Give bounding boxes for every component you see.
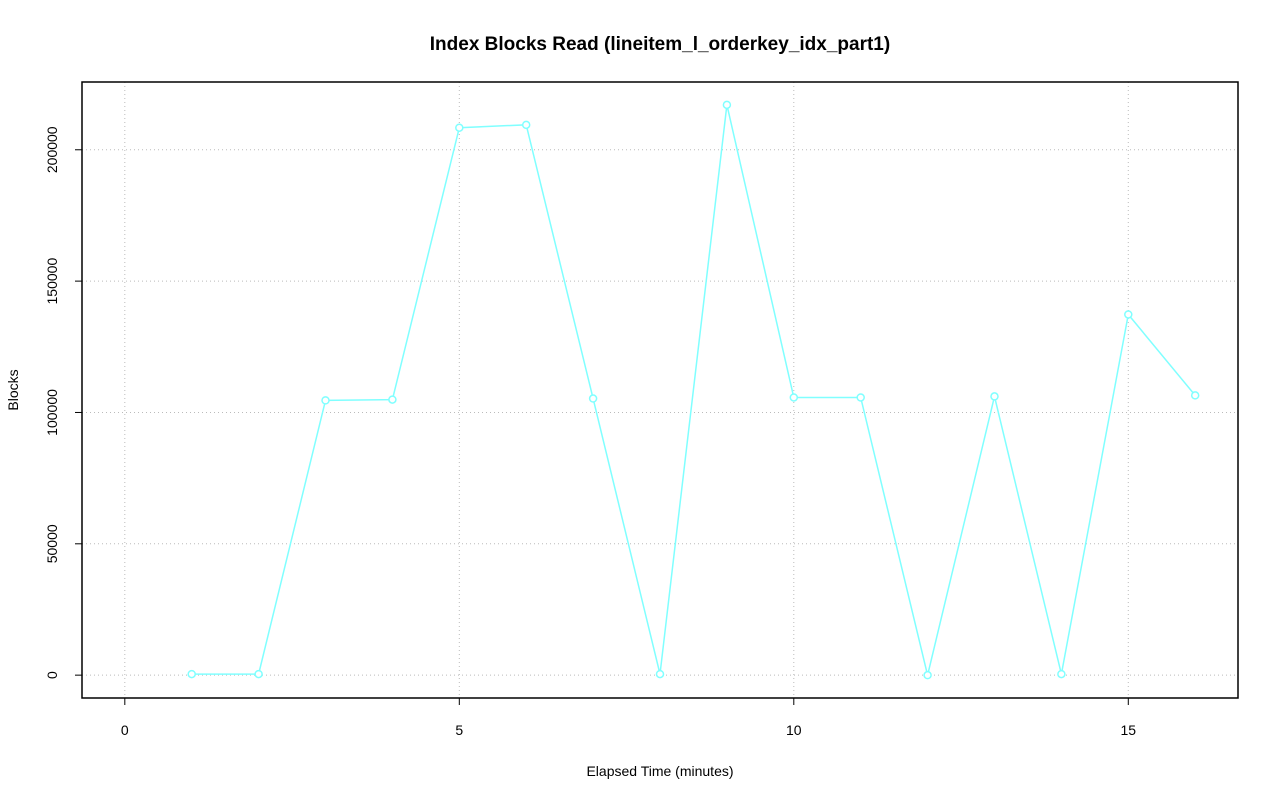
data-point [388,395,397,404]
data-point [856,393,865,402]
data-point [254,669,263,679]
x-tick-label: 0 [121,722,129,738]
data-point [655,669,665,679]
chart-title: Index Blocks Read (lineitem_l_orderkey_i… [430,34,890,55]
data-point [722,100,732,110]
data-point [990,392,999,401]
y-tick-label: 150000 [44,258,60,305]
data-point [1124,310,1133,319]
x-tick-label: 5 [455,722,463,738]
data-point [1190,391,1200,400]
y-tick-label: 50000 [44,524,60,563]
y-tick-label: 0 [44,671,60,679]
x-tick-label: 15 [1120,722,1136,738]
data-point [789,393,799,402]
data-line [191,104,1196,676]
x-tick-label: 10 [786,722,802,738]
data-point [455,123,464,132]
x-axis-label: Elapsed Time (minutes) [586,763,733,779]
data-point [521,120,531,130]
y-axis-label: Blocks [5,369,21,410]
data-point [187,669,196,679]
y-tick-label: 100000 [44,389,60,436]
y-tick-label: 200000 [44,126,60,173]
data-point [923,670,932,680]
plot-frame [81,81,1239,699]
data-point [321,396,330,405]
data-point [588,394,598,403]
data-point [1057,669,1066,679]
